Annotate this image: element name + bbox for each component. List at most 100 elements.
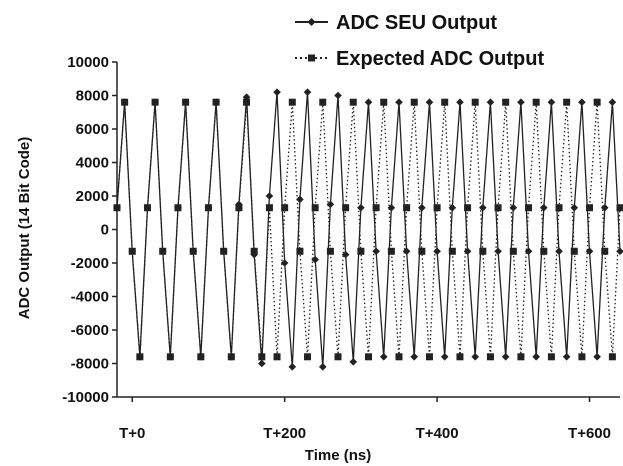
data-point-expected-adc-output bbox=[425, 353, 433, 361]
y-tick-label: -8000 bbox=[71, 356, 109, 373]
data-point-adc-seu-output bbox=[258, 359, 266, 368]
data-point-expected-adc-output bbox=[410, 98, 418, 106]
data-point-adc-seu-output bbox=[463, 247, 472, 256]
data-point-expected-adc-output bbox=[372, 204, 380, 212]
data-point-adc-seu-output bbox=[174, 203, 182, 212]
data-point-expected-adc-output bbox=[479, 247, 487, 255]
data-point-adc-seu-output bbox=[418, 203, 426, 212]
data-point-adc-seu-output bbox=[410, 353, 419, 361]
data-point-adc-seu-output bbox=[379, 353, 388, 361]
data-point-expected-adc-output bbox=[288, 98, 296, 106]
data-point-adc-seu-output bbox=[265, 192, 274, 200]
data-point-adc-seu-output bbox=[600, 203, 609, 212]
data-point-expected-adc-output bbox=[365, 353, 372, 361]
data-point-adc-seu-output bbox=[326, 200, 335, 209]
data-point-adc-seu-output bbox=[288, 363, 297, 371]
data-point-expected-adc-output bbox=[311, 204, 319, 212]
data-point-adc-seu-output bbox=[501, 353, 510, 361]
data-point-expected-adc-output bbox=[502, 98, 510, 106]
series-line-adc-seu-output bbox=[116, 92, 621, 367]
y-tick-label: 2000 bbox=[76, 188, 109, 205]
legend-expected-marker bbox=[308, 54, 315, 62]
data-point-adc-seu-output bbox=[189, 247, 198, 256]
data-point-adc-seu-output bbox=[204, 203, 213, 212]
data-point-expected-adc-output bbox=[471, 98, 479, 106]
data-point-adc-seu-output bbox=[372, 247, 380, 256]
data-point-adc-seu-output bbox=[296, 195, 304, 204]
data-point-expected-adc-output bbox=[494, 204, 502, 212]
data-point-adc-seu-output bbox=[143, 203, 152, 212]
data-point-adc-seu-output bbox=[136, 353, 144, 361]
data-point-expected-adc-output bbox=[319, 98, 327, 106]
x-tick-label: T+0 bbox=[119, 425, 145, 442]
data-point-expected-adc-output bbox=[608, 353, 616, 361]
data-point-adc-seu-output bbox=[341, 250, 350, 259]
data-point-expected-adc-output bbox=[456, 353, 464, 361]
data-point-adc-seu-output bbox=[440, 353, 449, 361]
data-point-expected-adc-output bbox=[486, 353, 494, 361]
data-point-adc-seu-output bbox=[524, 247, 533, 256]
y-tick-label: 6000 bbox=[76, 121, 109, 138]
data-point-adc-seu-output bbox=[532, 353, 540, 361]
data-point-expected-adc-output bbox=[616, 204, 623, 212]
plot-area bbox=[113, 88, 623, 371]
data-point-expected-adc-output bbox=[418, 247, 426, 255]
axes: 10000 8000 6000 4000 2000 0 -2000 -4000 -6000 -80… bbox=[62, 54, 620, 442]
data-point-expected-adc-output bbox=[570, 247, 578, 255]
data-point-adc-seu-output bbox=[166, 353, 175, 361]
data-point-adc-seu-output bbox=[219, 247, 228, 256]
data-point-adc-seu-output bbox=[486, 98, 495, 106]
data-point-adc-seu-output bbox=[402, 247, 411, 256]
x-axis-title: Time (ns) bbox=[305, 447, 371, 464]
data-point-expected-adc-output bbox=[281, 204, 289, 212]
data-point-expected-adc-output bbox=[395, 353, 403, 361]
data-point-expected-adc-output bbox=[433, 204, 441, 212]
data-point-expected-adc-output bbox=[334, 353, 342, 361]
data-point-adc-seu-output bbox=[456, 98, 464, 106]
data-point-expected-adc-output bbox=[441, 98, 449, 106]
data-point-adc-seu-output bbox=[517, 98, 525, 106]
data-point-expected-adc-output bbox=[563, 98, 571, 106]
data-point-adc-seu-output bbox=[494, 247, 502, 256]
y-tick-label: 0 bbox=[101, 222, 109, 239]
data-point-adc-seu-output bbox=[303, 88, 312, 96]
data-point-expected-adc-output bbox=[555, 204, 563, 212]
data-point-expected-adc-output bbox=[517, 353, 525, 361]
data-point-adc-seu-output bbox=[547, 98, 556, 106]
data-point-adc-seu-output bbox=[181, 98, 190, 106]
data-point-adc-seu-output bbox=[395, 98, 403, 106]
y-tick-label: 4000 bbox=[76, 155, 109, 172]
data-point-adc-seu-output bbox=[242, 93, 251, 101]
y-tick-label: -6000 bbox=[71, 322, 109, 339]
data-point-expected-adc-output bbox=[403, 204, 411, 212]
data-point-expected-adc-output bbox=[296, 247, 304, 255]
y-axis-title: ADC Output (14 Bit Code) bbox=[16, 137, 33, 319]
data-point-adc-seu-output bbox=[212, 98, 220, 106]
data-point-adc-seu-output bbox=[570, 203, 579, 212]
data-point-adc-seu-output bbox=[197, 353, 205, 361]
data-point-adc-seu-output bbox=[280, 259, 289, 267]
data-point-expected-adc-output bbox=[349, 98, 357, 106]
data-point-adc-seu-output bbox=[585, 247, 594, 256]
data-point-adc-seu-output bbox=[318, 363, 327, 371]
data-point-adc-seu-output bbox=[479, 203, 487, 212]
data-point-adc-seu-output bbox=[539, 203, 548, 212]
data-point-adc-seu-output bbox=[364, 98, 373, 106]
data-point-adc-seu-output bbox=[334, 91, 342, 100]
data-point-adc-seu-output bbox=[387, 203, 396, 212]
data-point-adc-seu-output bbox=[250, 250, 258, 259]
data-point-adc-seu-output bbox=[433, 247, 441, 256]
data-point-expected-adc-output bbox=[547, 353, 555, 361]
data-point-adc-seu-output bbox=[158, 247, 167, 256]
data-point-adc-seu-output bbox=[235, 200, 243, 209]
data-point-adc-seu-output bbox=[273, 88, 281, 96]
data-point-expected-adc-output bbox=[380, 98, 388, 106]
y-tick-label: 10000 bbox=[67, 54, 109, 71]
data-point-adc-seu-output bbox=[562, 353, 571, 361]
data-point-expected-adc-output bbox=[593, 98, 601, 106]
data-point-adc-seu-output bbox=[555, 247, 563, 256]
data-point-adc-seu-output bbox=[448, 203, 457, 212]
data-point-adc-seu-output bbox=[227, 353, 236, 361]
data-point-adc-seu-output bbox=[608, 98, 617, 106]
